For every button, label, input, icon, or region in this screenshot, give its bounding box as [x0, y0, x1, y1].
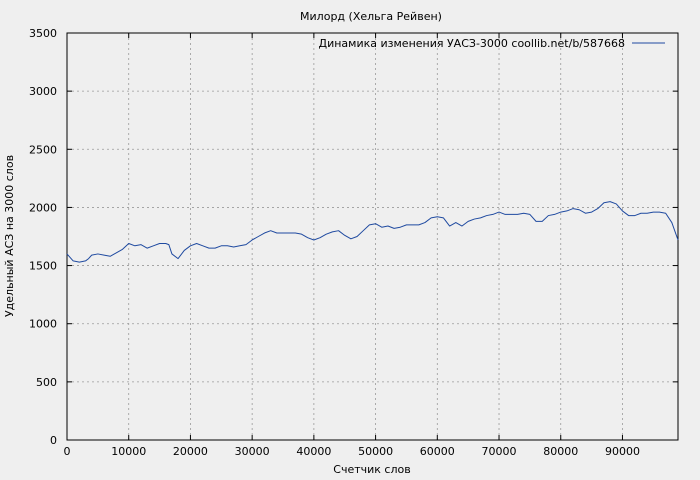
- x-tick-label: 50000: [358, 445, 393, 458]
- y-tick-label: 0: [50, 434, 57, 447]
- y-axis-label: Удельный АСЗ на 3000 слов: [3, 155, 16, 317]
- x-tick-label: 80000: [543, 445, 578, 458]
- x-tick-label: 0: [64, 445, 71, 458]
- x-tick-label: 90000: [605, 445, 640, 458]
- series-line: [66, 201, 679, 263]
- x-tick-label: 10000: [111, 445, 146, 458]
- y-tick-label: 2500: [29, 143, 57, 156]
- x-tick-label: 20000: [173, 445, 208, 458]
- x-axis-label: Счетчик слов: [333, 463, 410, 476]
- x-tick-label: 70000: [482, 445, 517, 458]
- plot-area: [66, 32, 679, 441]
- y-tick-label: 500: [36, 376, 57, 389]
- y-tick-label: 2000: [29, 201, 57, 214]
- series-layer: [66, 201, 679, 263]
- chart-title: Милорд (Хельга Рейвен): [300, 10, 442, 23]
- grid: [67, 33, 678, 440]
- y-tick-label: 1500: [29, 260, 57, 273]
- y-tick-label: 1000: [29, 318, 57, 331]
- axis-ticks: 0 500 1000 1500 2000 2500 3000 3500 0 10000 20000 3…: [29, 27, 678, 458]
- legend: Динамика изменения УАСЗ-3000 coollib.net…: [319, 37, 665, 50]
- x-tick-label: 30000: [235, 445, 270, 458]
- x-tick-label: 60000: [420, 445, 455, 458]
- x-tick-label: 40000: [296, 445, 331, 458]
- y-tick-label: 3000: [29, 85, 57, 98]
- y-tick-label: 3500: [29, 27, 57, 40]
- legend-label: Динамика изменения УАСЗ-3000 coollib.net…: [319, 37, 626, 50]
